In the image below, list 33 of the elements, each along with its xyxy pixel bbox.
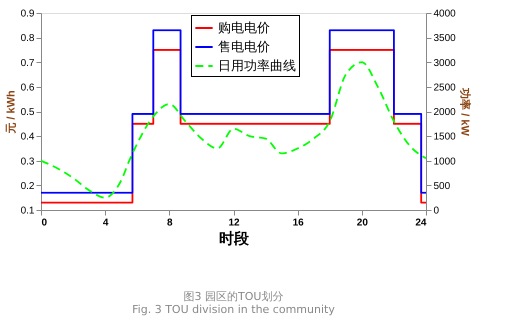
caption: 图3 园区的TOU划分 <box>184 290 284 303</box>
y2-tick-label: 500 <box>434 180 451 192</box>
y-tick-label: 0.4 <box>20 132 35 143</box>
legend-label: 购电电价 <box>218 21 270 36</box>
y2-axis-title: 功率 / kW <box>458 87 472 136</box>
y2-tick-label: 2500 <box>434 82 456 94</box>
y2-tick-label: 1000 <box>434 156 456 168</box>
x-tick-label: 24 <box>415 218 427 228</box>
y2-tick-label: 3500 <box>434 33 456 44</box>
y-tick-label: 0.9 <box>20 8 35 20</box>
y-tick-label: 0.2 <box>20 180 35 192</box>
x-tick-label: 4 <box>102 218 109 228</box>
x-tick-label: 12 <box>228 218 240 228</box>
y-tick-label: 0.6 <box>20 82 35 94</box>
y2-tick-label: 0 <box>434 206 440 216</box>
legend-label: 日用功率曲线 <box>218 58 296 74</box>
x-axis-title: 时段 <box>219 230 250 248</box>
y-tick-label: 0.5 <box>20 107 35 118</box>
caption: Fig. 3 TOU division in the community <box>132 303 336 316</box>
y2-tick-label: 3000 <box>434 58 456 69</box>
x-tick-label: 20 <box>356 218 368 228</box>
x-tick-label: 16 <box>292 218 304 228</box>
y2-tick-label: 1500 <box>434 132 456 143</box>
y2-tick-label: 4000 <box>434 8 456 20</box>
y2-tick-label: 2000 <box>434 107 456 118</box>
x-tick-label: 8 <box>167 218 174 228</box>
y-tick-label: 0.1 <box>20 206 35 216</box>
x-tick-label: 0 <box>42 218 48 228</box>
y-axis-title: 元 / kWh <box>6 90 18 135</box>
y-tick-label: 0.7 <box>20 58 35 69</box>
legend-label: 售电电价 <box>218 40 270 55</box>
y-tick-label: 0.3 <box>20 156 35 168</box>
y-tick-label: 0.8 <box>20 33 35 44</box>
